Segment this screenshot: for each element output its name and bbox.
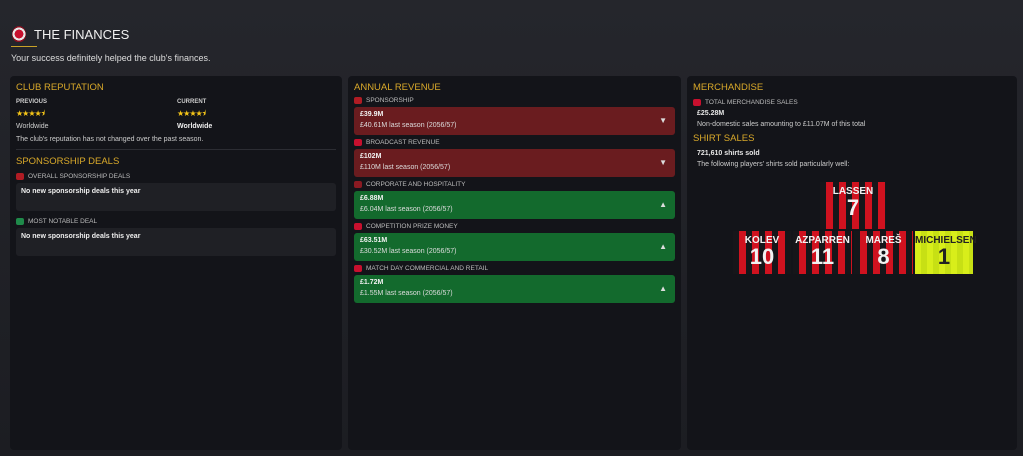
trend-up-icon: ▲: [659, 242, 667, 251]
revenue-label: BROADCAST REVENUE: [354, 139, 675, 146]
revenue-previous: £110M last season (2056/57): [360, 164, 451, 171]
total-merch-label: TOTAL MERCHANDISE SALES: [693, 99, 1011, 106]
revenue-category-icon: [354, 223, 362, 230]
revenue-item[interactable]: £1.72M £1.55M last season (2056/57) ▲: [354, 275, 675, 303]
trend-down-icon: ▼: [659, 116, 667, 125]
previous-stars: ★★★★⯨: [16, 109, 45, 118]
current-label: CURRENT: [177, 99, 207, 105]
page-header: THE FINANCES: [12, 26, 129, 42]
player-number: 1: [937, 244, 951, 269]
player-shirt[interactable]: MAREŠ 8: [854, 231, 913, 274]
shirt-icon: [693, 99, 701, 106]
revenue-category-icon: [354, 265, 362, 272]
page-title: THE FINANCES: [34, 26, 130, 42]
notable-deal-box: No new sponsorship deals this year: [16, 228, 336, 256]
label-text: TOTAL MERCHANDISE SALES: [705, 99, 798, 106]
label-text: SPONSORSHIP: [366, 97, 414, 104]
label-text: OVERALL SPONSORSHIP DEALS: [28, 173, 131, 180]
label-text: MOST NOTABLE DEAL: [28, 218, 98, 225]
reputation-note: The club's reputation has not changed ov…: [16, 136, 204, 143]
player-number: 8: [877, 244, 890, 269]
current-reputation: CURRENT ★★★★⯨ Worldwide: [177, 99, 212, 130]
label-text: CORPORATE AND HOSPITALITY: [366, 181, 466, 188]
revenue-value: £1.72M: [360, 279, 384, 286]
previous-value: Worldwide: [16, 123, 49, 130]
revenue-item[interactable]: £6.88M £6.04M last season (2056/57) ▲: [354, 191, 675, 219]
revenue-heading: ANNUAL REVENUE: [354, 82, 441, 93]
revenue-previous: £6.04M last season (2056/57): [360, 206, 453, 213]
overall-sponsorship-box: No new sponsorship deals this year: [16, 183, 336, 211]
revenue-item[interactable]: £63.51M £30.52M last season (2056/57) ▲: [354, 233, 675, 261]
player-name: MAREŠ: [865, 235, 902, 246]
player-name: KOLEV: [744, 235, 780, 246]
reputation-heading: CLUB REPUTATION: [16, 82, 104, 93]
player-number: 10: [749, 244, 775, 269]
revenue-previous: £1.55M last season (2056/57): [360, 290, 453, 297]
merchandise-panel: MERCHANDISE TOTAL MERCHANDISE SALES £25.…: [687, 76, 1017, 450]
player-name: LASSEN: [832, 186, 874, 197]
revenue-category-icon: [354, 139, 362, 146]
total-merch-value: £25.28M: [697, 110, 725, 117]
previous-label: PREVIOUS: [16, 99, 48, 105]
player-shirt[interactable]: AZPARREN 11: [793, 231, 852, 274]
trend-up-icon: ▲: [659, 284, 667, 293]
player-shirt[interactable]: MICHIELSEN 1: [915, 231, 977, 274]
shirt-sales-heading: SHIRT SALES: [693, 133, 755, 144]
shirts-sold: 721,610 shirts sold: [697, 150, 760, 157]
revenue-previous: £30.52M last season (2056/57): [360, 248, 457, 255]
sponsorship-heading: SPONSORSHIP DEALS: [16, 156, 120, 167]
revenue-value: £6.88M: [360, 195, 384, 202]
label-text: MATCH DAY COMMERCIAL AND RETAIL: [366, 265, 489, 272]
revenue-label: MATCH DAY COMMERCIAL AND RETAIL: [354, 265, 675, 272]
revenue-value: £102M: [360, 153, 382, 160]
merch-heading: MERCHANDISE: [693, 82, 764, 93]
trend-up-icon: ▲: [659, 200, 667, 209]
revenue-label: SPONSORSHIP: [354, 97, 675, 104]
revenue-item[interactable]: £102M £110M last season (2056/57) ▼: [354, 149, 675, 177]
revenue-panel: ANNUAL REVENUE SPONSORSHIP £39.9M £40.61…: [348, 76, 681, 450]
label-text: BROADCAST REVENUE: [366, 139, 440, 146]
divider: [16, 149, 336, 150]
page-subtitle: Your success definitely helped the club'…: [11, 53, 211, 63]
revenue-previous: £40.61M last season (2056/57): [360, 122, 457, 129]
title-underline: [11, 46, 37, 47]
current-value: Worldwide: [177, 123, 213, 130]
player-number: 7: [846, 195, 860, 220]
player-name: MICHIELSEN: [915, 235, 977, 246]
handshake-icon: [16, 173, 24, 180]
revenue-value: £39.9M: [360, 111, 384, 118]
player-shirt[interactable]: KOLEV 10: [733, 231, 791, 274]
revenue-item[interactable]: £39.9M £40.61M last season (2056/57) ▼: [354, 107, 675, 135]
deal-icon: [16, 218, 24, 225]
trend-down-icon: ▼: [659, 158, 667, 167]
revenue-label: COMPETITION PRIZE MONEY: [354, 223, 675, 230]
revenue-category-icon: [354, 181, 362, 188]
reputation-panel: CLUB REPUTATION PREVIOUS ★★★★⯨ Worldwide…: [10, 76, 342, 450]
player-shirt[interactable]: LASSEN 7: [820, 182, 886, 229]
shirts-note: The following players' shirts sold parti…: [697, 161, 850, 168]
player-number: 11: [810, 244, 835, 269]
revenue-value: £63.51M: [360, 237, 388, 244]
revenue-category-icon: [354, 97, 362, 104]
label-text: COMPETITION PRIZE MONEY: [366, 223, 458, 230]
club-crest-icon: [12, 26, 26, 42]
merch-note: Non-domestic sales amounting to £11.07M …: [697, 121, 866, 128]
player-name: AZPARREN: [795, 235, 850, 246]
notable-deal-label: MOST NOTABLE DEAL: [16, 218, 336, 225]
current-stars: ★★★★⯨: [177, 109, 206, 118]
overall-sponsorship-label: OVERALL SPONSORSHIP DEALS: [16, 173, 336, 180]
previous-reputation: PREVIOUS ★★★★⯨ Worldwide: [16, 99, 177, 130]
revenue-label: CORPORATE AND HOSPITALITY: [354, 181, 675, 188]
